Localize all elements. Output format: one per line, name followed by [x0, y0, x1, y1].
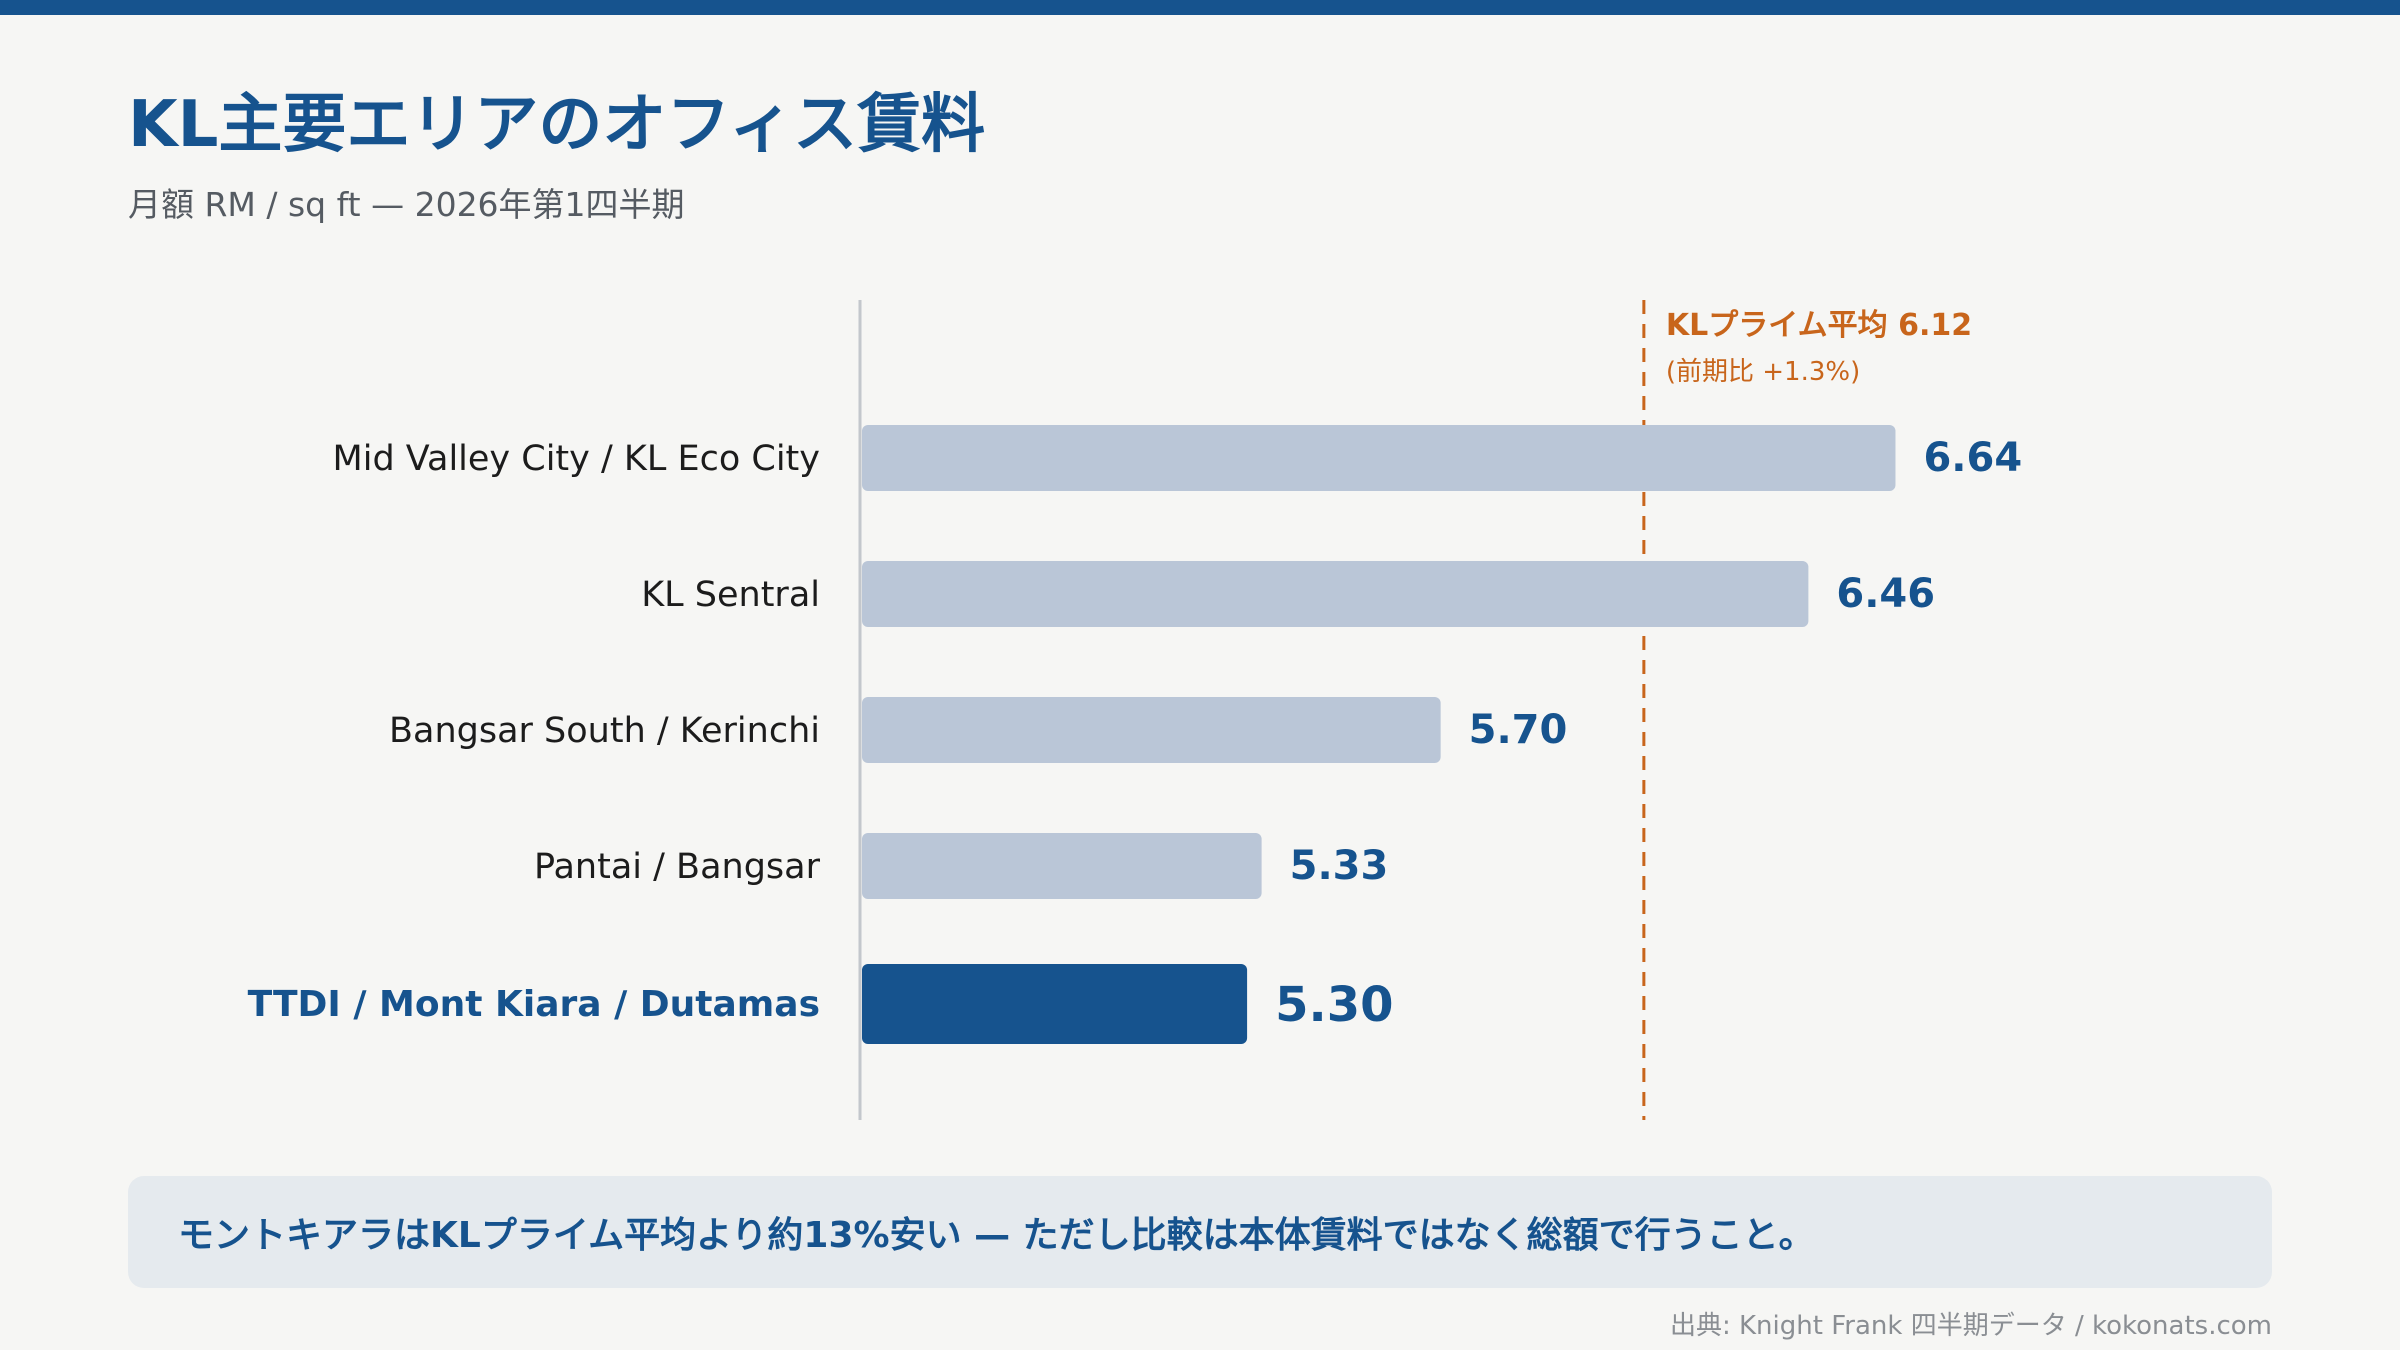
- bar: [862, 964, 1248, 1044]
- bar: [862, 697, 1441, 763]
- bar-chart: KLプライム平均 6.12 (前期比 +1.3%) Mid Valley City …: [248, 300, 2022, 1120]
- bar: [862, 561, 1809, 627]
- category-label: TTDI / Mont Kiara / Dutamas: [248, 984, 820, 1025]
- value-label: 5.70: [1469, 707, 1568, 753]
- category-label: Mid Valley City / KL Eco City: [333, 439, 820, 479]
- value-label: 6.46: [1836, 571, 1935, 617]
- page-subtitle: 月額 RM / sq ft — 2026年第1四半期: [128, 185, 685, 224]
- category-label: Pantai / Bangsar: [534, 847, 821, 887]
- insight-text: モントキアラはKLプライム平均より約13%安い — ただし比較は本体賃料ではなく…: [178, 1215, 1815, 1256]
- category-label: KL Sentral: [641, 575, 820, 615]
- reference-label: KLプライム平均 6.12: [1666, 308, 1972, 343]
- top-accent-bar: [0, 0, 2400, 15]
- category-label: Bangsar South / Kerinchi: [389, 711, 820, 751]
- page-title: KL主要エリアのオフィス賃料: [128, 88, 986, 162]
- value-label: 6.64: [1923, 435, 2022, 481]
- value-label: 5.30: [1275, 977, 1393, 1033]
- value-label: 5.33: [1290, 843, 1389, 889]
- bar: [862, 425, 1896, 491]
- reference-sublabel: (前期比 +1.3%): [1666, 357, 1860, 387]
- bar: [862, 833, 1262, 899]
- insight-callout: モントキアラはKLプライム平均より約13%安い — ただし比較は本体賃料ではなく…: [128, 1176, 2272, 1288]
- source-note: 出典: Knight Frank 四半期データ / kokonats.com: [1669, 1311, 2272, 1341]
